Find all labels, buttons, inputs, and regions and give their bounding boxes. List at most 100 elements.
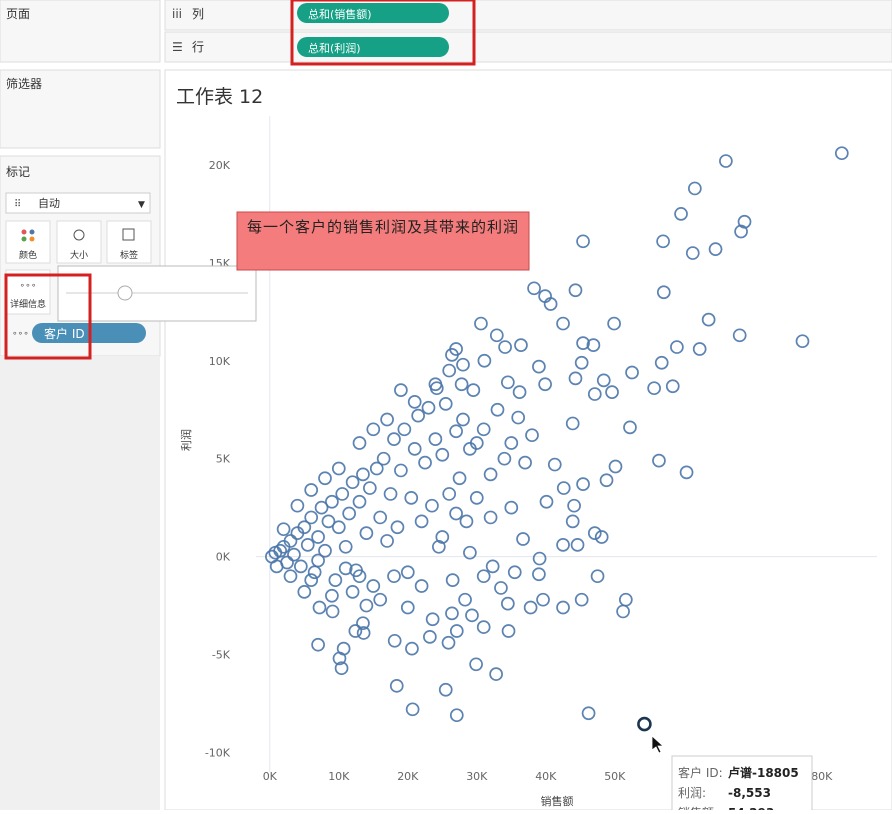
point bbox=[574, 592, 589, 607]
point bbox=[380, 534, 394, 548]
x-tick-label: 0K bbox=[263, 770, 278, 783]
point bbox=[483, 510, 498, 525]
point bbox=[435, 447, 450, 462]
cursor bbox=[651, 735, 665, 754]
point bbox=[507, 565, 522, 580]
pages-title: 页面 bbox=[6, 7, 30, 21]
point bbox=[670, 340, 684, 354]
point bbox=[474, 316, 488, 331]
mark-button-label: 颜色 bbox=[19, 249, 37, 261]
point bbox=[352, 494, 367, 509]
point bbox=[442, 487, 457, 501]
point bbox=[273, 543, 287, 558]
point bbox=[476, 569, 491, 584]
point bbox=[539, 494, 554, 509]
icon: ☰ bbox=[172, 40, 183, 54]
point bbox=[497, 451, 512, 466]
tooltip-value: -8,553 bbox=[728, 786, 771, 800]
point bbox=[332, 651, 347, 666]
icon: ∘∘∘ bbox=[12, 329, 29, 339]
point bbox=[348, 624, 363, 638]
y-tick-label: 5K bbox=[216, 453, 231, 466]
point bbox=[466, 383, 481, 397]
point bbox=[501, 624, 516, 638]
point bbox=[445, 606, 459, 621]
icon bbox=[73, 229, 85, 241]
point bbox=[428, 432, 443, 446]
filters-title: 筛选器 bbox=[6, 76, 42, 91]
point bbox=[449, 708, 464, 723]
point bbox=[511, 410, 526, 425]
tooltip-label: 销售额: bbox=[678, 805, 718, 810]
point bbox=[369, 461, 384, 476]
point bbox=[568, 283, 583, 298]
point bbox=[665, 379, 680, 394]
point bbox=[283, 569, 298, 584]
point bbox=[342, 506, 356, 521]
x-axis-title: 销售额 bbox=[541, 794, 574, 808]
point bbox=[576, 477, 590, 491]
columns-pill[interactable] bbox=[297, 3, 449, 23]
rows-label: 行 bbox=[192, 40, 204, 54]
point bbox=[469, 436, 484, 450]
icon bbox=[29, 229, 35, 235]
y-axis-title: 利润 bbox=[179, 429, 193, 451]
label-button[interactable] bbox=[106, 220, 152, 264]
point bbox=[438, 682, 453, 697]
point bbox=[494, 581, 508, 595]
columns-shelf bbox=[164, 0, 892, 31]
point bbox=[556, 537, 570, 552]
marks-title: 标记 bbox=[6, 165, 30, 179]
point bbox=[318, 471, 332, 486]
point bbox=[576, 234, 590, 249]
point bbox=[568, 371, 583, 386]
size-button[interactable] bbox=[56, 220, 102, 264]
columns-label: 列 bbox=[192, 7, 204, 21]
point bbox=[523, 600, 538, 615]
point bbox=[432, 539, 446, 554]
point bbox=[304, 483, 319, 497]
x-tick-label: 30K bbox=[466, 770, 488, 783]
point bbox=[708, 242, 723, 257]
point bbox=[587, 387, 602, 401]
tooltip-label: 利润: bbox=[678, 786, 706, 800]
point bbox=[605, 385, 619, 399]
point bbox=[390, 520, 405, 535]
icon bbox=[122, 228, 135, 241]
point bbox=[498, 340, 512, 354]
point bbox=[512, 385, 527, 399]
point bbox=[414, 514, 429, 529]
detail-button[interactable] bbox=[5, 269, 51, 315]
point bbox=[338, 561, 353, 576]
slider-thumb[interactable] bbox=[117, 285, 133, 301]
left-blank bbox=[0, 356, 160, 810]
point bbox=[304, 510, 319, 525]
point bbox=[405, 641, 419, 656]
point bbox=[465, 608, 479, 623]
point bbox=[373, 592, 388, 607]
point bbox=[425, 498, 439, 513]
point bbox=[394, 383, 408, 397]
annotation-wrap: 每一个客户的销售利润及其带来的利润 bbox=[247, 218, 518, 236]
tooltip-value: 卢谱-18805 bbox=[728, 765, 799, 780]
point bbox=[311, 530, 325, 544]
point bbox=[338, 539, 353, 554]
point bbox=[654, 355, 669, 370]
point bbox=[556, 600, 570, 615]
mark-type-dropdown[interactable] bbox=[5, 192, 151, 214]
point bbox=[536, 592, 550, 607]
point bbox=[567, 498, 581, 513]
point bbox=[441, 635, 456, 650]
point bbox=[532, 551, 547, 566]
point bbox=[314, 500, 329, 515]
point bbox=[581, 706, 596, 721]
rows-pill-text: 总和(利润) bbox=[308, 41, 361, 55]
point bbox=[335, 487, 350, 501]
x-tick-label: 10K bbox=[328, 770, 350, 783]
point bbox=[570, 537, 585, 552]
rows-pill[interactable] bbox=[297, 37, 449, 57]
point bbox=[623, 420, 637, 435]
color-button[interactable] bbox=[5, 220, 51, 264]
point bbox=[300, 537, 315, 552]
point bbox=[331, 461, 346, 476]
